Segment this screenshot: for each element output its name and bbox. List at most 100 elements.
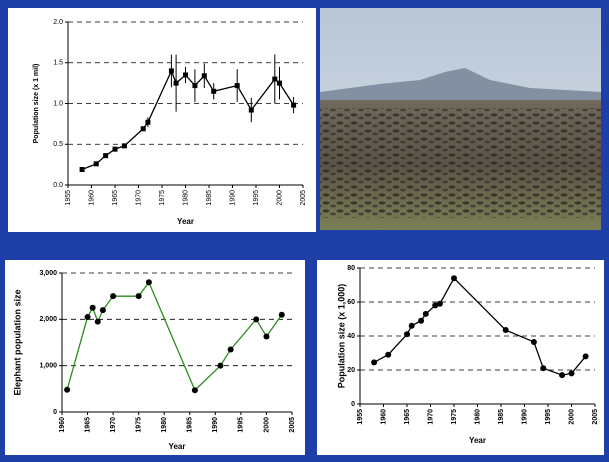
x-axis-title: Year [169,442,186,451]
marker [85,314,91,320]
marker [122,143,127,148]
y-tick-label: 0.5 [53,141,63,148]
marker [64,387,70,393]
x-tick-label: 1980 [474,409,481,425]
x-tick-label: 2005 [289,417,296,433]
x-tick-label: 2000 [568,409,575,425]
y-tick-label: 1.0 [53,100,63,107]
x-tick-label: 2005 [592,409,599,425]
marker [202,73,207,78]
x-tick-label: 1985 [498,409,505,425]
marker [423,311,429,317]
x-tick-label: 1970 [135,190,142,206]
x-tick-label: 1960 [88,190,95,206]
x-tick-label: 1955 [65,190,72,206]
marker [94,161,99,166]
x-axis-title: Year [469,436,486,445]
x-tick-label: 1975 [451,409,458,425]
x-tick-label: 2000 [263,417,270,433]
marker [90,305,96,311]
x-tick-label: 1980 [161,417,168,433]
x-tick-label: 1955 [357,409,364,425]
x-tick-label: 1980 [182,190,189,206]
y-axis-title: Population size (x 1 mil) [33,64,40,144]
photo [320,8,601,230]
marker [569,370,575,376]
x-tick-label: 1990 [521,409,528,425]
marker [277,81,282,86]
marker [279,312,285,318]
marker [531,339,537,345]
y-axis-title: Population size (x 1,000) [336,284,346,389]
x-tick-label: 1965 [404,409,411,425]
y-tick-label: 2.0 [53,19,63,26]
marker [169,68,174,73]
x-tick-label: 1985 [187,417,194,433]
y-tick-label: 40 [347,333,355,340]
marker [253,316,259,322]
x-tick-label: 1960 [59,417,66,433]
marker [291,103,296,108]
x-tick-label: 2000 [276,190,283,206]
marker [437,301,443,307]
marker [217,363,223,369]
marker [249,108,254,113]
marker [228,346,234,352]
marker [235,83,240,88]
marker [192,83,197,88]
marker [141,126,146,131]
marker [503,327,509,333]
y-tick-label: 20 [347,367,355,374]
y-tick-label: 3,000 [39,270,57,277]
marker [95,319,101,325]
marker [192,387,198,393]
y-tick-label: 80 [347,265,355,272]
y-tick-label: 60 [347,299,355,306]
x-tick-label: 1965 [112,190,119,206]
marker [371,359,377,365]
x-tick-label: 1990 [212,417,219,433]
marker [211,89,216,94]
marker [183,72,188,77]
panel [5,260,305,455]
marker [145,120,150,125]
x-tick-label: 1970 [427,409,434,425]
marker [583,353,589,359]
x-tick-label: 1995 [545,409,552,425]
y-tick-label: 0 [53,409,57,416]
marker [174,81,179,86]
x-tick-label: 1985 [206,190,213,206]
y-axis-title: Elephant population size [12,289,22,395]
x-tick-label: 1965 [84,417,91,433]
x-tick-label: 1990 [229,190,236,206]
marker [80,167,85,172]
marker [409,323,415,329]
marker [559,372,565,378]
marker [263,333,269,339]
x-tick-label: 1995 [253,190,260,206]
marker [103,153,108,158]
y-tick-label: 0 [351,401,355,408]
marker [100,307,106,313]
marker [418,318,424,324]
marker [272,77,277,82]
x-tick-label: 1960 [380,409,387,425]
x-tick-label: 1970 [110,417,117,433]
marker [110,293,116,299]
y-tick-label: 1,000 [39,363,57,370]
marker [404,331,410,337]
y-tick-label: 1.5 [53,60,63,67]
x-axis-title: Year [177,217,194,226]
x-tick-label: 1995 [238,417,245,433]
slide: 0.00.51.01.52.01955196019651970197519801… [0,0,609,462]
marker [451,275,457,281]
marker [385,352,391,358]
y-tick-label: 2,000 [39,316,57,323]
x-tick-label: 1975 [136,417,143,433]
marker [136,293,142,299]
marker [540,365,546,371]
x-tick-label: 1975 [159,190,166,206]
marker [146,279,152,285]
x-tick-label: 2005 [300,190,307,206]
marker [113,147,118,152]
